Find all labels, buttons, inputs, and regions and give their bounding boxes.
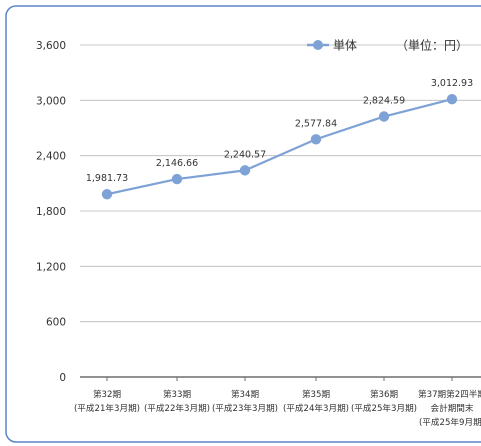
series-line bbox=[106, 98, 453, 196]
unit-label: （単位：円） bbox=[396, 38, 468, 53]
x-category-label: (平成24年3月期) bbox=[283, 402, 349, 414]
y-tick-label: 0 bbox=[59, 372, 66, 384]
x-axis: 第32期 (平成21年3月期) 第33期 (平成22年3月期) 第34期 (平成23年3月… bbox=[74, 377, 481, 428]
legend-entry-single: 単体 bbox=[333, 39, 357, 53]
y-tick-label: 1,800 bbox=[36, 206, 66, 218]
data-point bbox=[101, 189, 113, 200]
data-label: 2,146.66 bbox=[156, 158, 198, 169]
data-label: 3,012.93 bbox=[431, 78, 473, 89]
x-category-label: (平成25年3月期) bbox=[351, 402, 417, 414]
data-point bbox=[378, 111, 390, 122]
x-category-label: 第33期 bbox=[163, 388, 191, 400]
x-category-label: (平成22年3月期) bbox=[144, 402, 210, 414]
x-category-label: (平成25年9月期) bbox=[419, 416, 481, 428]
data-point bbox=[171, 173, 183, 185]
x-category-label: 第32期 bbox=[93, 388, 121, 400]
y-tick-label: 1,200 bbox=[36, 261, 66, 273]
grid-lines bbox=[80, 44, 481, 378]
y-tick-label: 2,400 bbox=[36, 151, 66, 163]
y-tick-label: 3,600 bbox=[36, 40, 66, 52]
x-category-label: 第35期 bbox=[302, 388, 330, 400]
data-label: 2,240.57 bbox=[224, 149, 266, 160]
y-tick-label: 600 bbox=[46, 317, 66, 329]
data-point bbox=[446, 93, 458, 105]
data-label: 2,577.84 bbox=[295, 118, 337, 129]
y-axis: 0 600 1,200 1,800 2,400 3,000 3,600 bbox=[36, 40, 66, 384]
x-category-label: 第36期 bbox=[370, 388, 398, 400]
data-label: 2,824.59 bbox=[363, 96, 405, 107]
chart-border bbox=[5, 5, 481, 443]
legend-swatch-marker bbox=[313, 40, 323, 50]
x-category-label: (平成21年3月期) bbox=[74, 402, 140, 414]
data-label: 1,981.73 bbox=[86, 173, 128, 184]
legend: 単体 （単位：円） bbox=[307, 38, 468, 53]
data-point bbox=[310, 134, 322, 145]
x-category-label: 会計期間末 bbox=[431, 402, 474, 414]
series-group: 1,981.73 2,146.66 2,240.57 2,577.84 2,824.59… bbox=[86, 78, 473, 200]
x-category-label: 第37期第2四半期 bbox=[418, 388, 481, 400]
y-tick-label: 3,000 bbox=[36, 95, 66, 107]
x-category-label: (平成23年3月期) bbox=[212, 402, 278, 414]
data-point bbox=[239, 165, 251, 176]
x-category-label: 第34期 bbox=[231, 388, 259, 400]
